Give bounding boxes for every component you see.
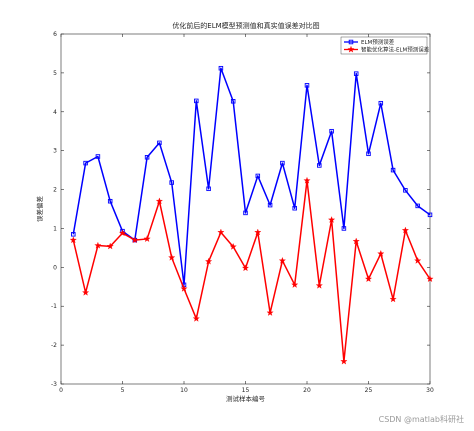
data-point — [243, 210, 248, 216]
data-point — [254, 228, 262, 236]
data-point — [168, 253, 176, 261]
data-point — [378, 100, 384, 106]
y-tick-label: -1 — [51, 303, 57, 310]
series-layer — [69, 65, 434, 365]
data-point — [278, 256, 286, 264]
data-point — [340, 357, 348, 365]
y-axis-label: 误差偏差 — [35, 196, 44, 223]
data-point — [229, 242, 237, 250]
data-point — [205, 257, 213, 265]
legend-box — [340, 36, 428, 55]
y-tick-label: -2 — [51, 342, 57, 349]
series-2 — [69, 176, 434, 365]
x-tick-label: 25 — [365, 387, 373, 394]
data-point — [144, 155, 150, 160]
data-point — [155, 197, 163, 205]
data-point — [329, 128, 334, 134]
data-point — [169, 180, 174, 185]
x-tick-label: 15 — [242, 387, 250, 394]
y-tick-label: 5 — [53, 70, 57, 77]
data-point — [118, 229, 127, 237]
x-tick-label: 0 — [59, 387, 63, 394]
data-point — [364, 275, 373, 283]
data-point — [157, 140, 162, 146]
data-point — [403, 188, 408, 193]
data-point — [341, 226, 347, 231]
legend-marker — [348, 39, 354, 45]
data-point — [427, 212, 433, 218]
data-point — [83, 160, 88, 166]
data-point — [352, 237, 360, 245]
axis-tick-labels: 0 5 10 15 20 25 30 -3 -2 -1 0 1 2 3 4 5 6 — [51, 31, 434, 394]
data-point — [266, 309, 274, 316]
data-point — [304, 83, 310, 88]
data-point — [143, 235, 151, 242]
x-tick-label: 30 — [426, 387, 434, 394]
data-point — [389, 295, 397, 303]
data-point — [280, 160, 285, 166]
x-tick-label: 20 — [303, 387, 311, 394]
x-axis-label: 测试样本编号 — [226, 394, 266, 403]
data-point — [353, 71, 359, 76]
chart-title: 优化前后的ELM模型预测值和真实值误差对比图 — [172, 21, 319, 30]
data-point — [291, 281, 299, 288]
y-tick-label: 3 — [53, 148, 57, 155]
y-tick-label: 2 — [53, 187, 57, 194]
x-tick-label: 10 — [180, 387, 188, 394]
data-point — [415, 203, 420, 209]
data-point — [267, 202, 273, 208]
data-point — [230, 99, 236, 104]
legend-label: ELM预测误差 — [361, 38, 395, 46]
data-point — [94, 241, 102, 249]
data-point — [217, 228, 225, 236]
data-point — [192, 314, 200, 322]
legend-marker — [347, 45, 355, 53]
data-point — [426, 275, 434, 283]
data-point — [194, 98, 199, 104]
legend-label: 智能优化算法-ELM预测误差 — [361, 46, 430, 54]
x-tick-label: 5 — [121, 387, 125, 394]
data-point — [82, 288, 90, 296]
data-point — [390, 167, 396, 173]
data-point — [206, 186, 211, 192]
data-point — [328, 216, 336, 223]
data-point — [401, 226, 409, 234]
data-point — [107, 198, 113, 204]
data-point — [241, 264, 250, 272]
y-tick-label: 1 — [53, 225, 57, 232]
data-point — [317, 163, 322, 168]
data-point — [95, 154, 101, 159]
data-point — [377, 249, 385, 257]
y-tick-label: -3 — [51, 381, 57, 388]
data-point — [131, 236, 139, 244]
data-point — [315, 281, 323, 289]
y-tick-label: 4 — [53, 109, 57, 116]
data-point — [69, 236, 77, 244]
watermark: CSDN @matlab科研社 — [378, 415, 464, 424]
axis-ticks — [60, 33, 431, 385]
data-point — [255, 173, 261, 179]
data-point — [218, 65, 224, 71]
y-tick-label: 0 — [53, 264, 57, 271]
data-point — [414, 256, 422, 264]
data-point — [180, 284, 188, 292]
data-point — [292, 205, 297, 211]
legend-entry-1: ELM预测误差 — [344, 38, 395, 46]
data-point — [303, 176, 311, 184]
legend-entry-2: 智能优化算法-ELM预测误差 — [344, 46, 430, 54]
data-point — [366, 151, 371, 157]
data-point — [71, 232, 76, 237]
y-tick-label: 6 — [53, 31, 57, 38]
data-point — [106, 242, 114, 250]
